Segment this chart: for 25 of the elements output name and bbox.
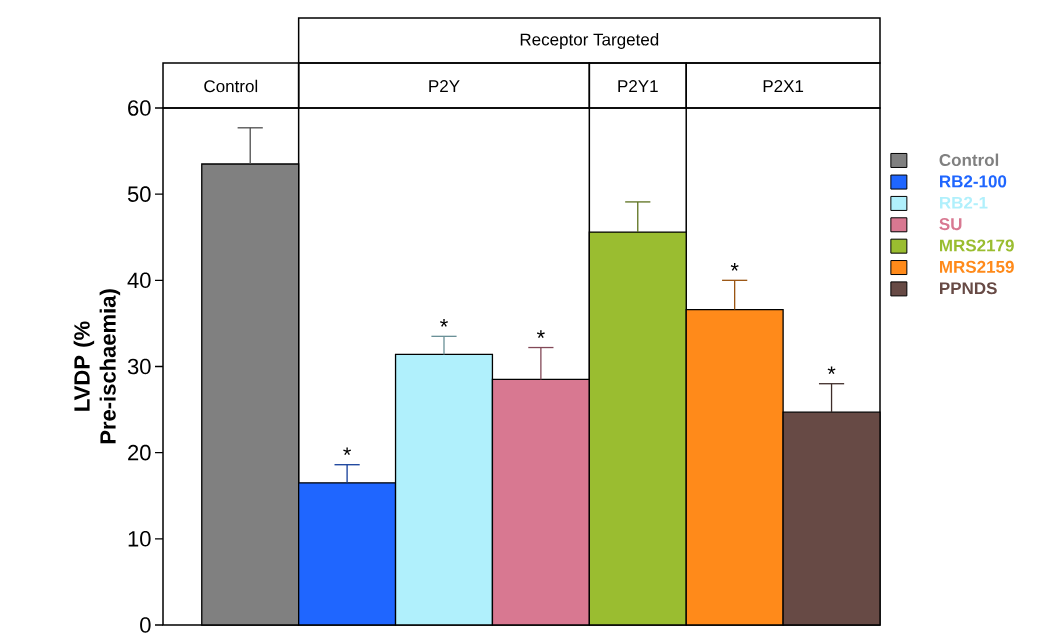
y-tick-label: 40 xyxy=(127,272,151,289)
y-tick-label: 10 xyxy=(128,531,151,547)
legend-label: RB2-100 xyxy=(940,175,1007,188)
data-label: * xyxy=(440,319,448,327)
legend-label: PPNDS xyxy=(940,282,997,295)
data-label: * xyxy=(730,262,739,271)
y-tick-label: 20 xyxy=(128,444,151,461)
legend-label: MRS2159 xyxy=(940,260,1014,273)
text: P2Y1 xyxy=(618,80,658,92)
text: P2X1 xyxy=(763,80,804,92)
legend-label: SU xyxy=(939,218,962,231)
y-tick-label: 50 xyxy=(127,186,151,202)
y-tick-label: 60 xyxy=(128,100,151,116)
text: Control xyxy=(204,79,258,93)
legend-label: RB2-1 xyxy=(940,196,988,209)
y-axis-title: LVDP (% Pre-ischaemia) xyxy=(73,289,121,444)
text: P2Y xyxy=(429,80,460,92)
data-label: * xyxy=(827,366,836,375)
legend-label: MRS2179 xyxy=(940,239,1014,252)
y-tick-label: 30 xyxy=(127,358,151,375)
legend-label: Control xyxy=(939,153,999,167)
data-label: * xyxy=(343,447,352,456)
data-label: * xyxy=(536,330,545,338)
text: Receptor Targeted xyxy=(520,33,659,49)
y-tick-label: 0 xyxy=(140,617,151,633)
